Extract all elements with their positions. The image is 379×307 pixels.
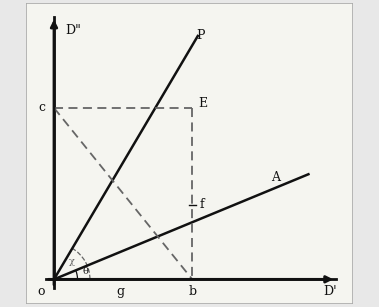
Text: D': D' (324, 285, 337, 298)
Text: A: A (271, 170, 280, 184)
Text: g: g (116, 285, 124, 298)
Text: D": D" (66, 24, 81, 37)
Text: b: b (188, 285, 196, 298)
Text: c: c (38, 101, 45, 115)
Text: P: P (196, 29, 205, 42)
Text: o: o (38, 285, 45, 298)
Text: χ: χ (69, 257, 75, 266)
Text: f: f (200, 198, 204, 211)
Text: θ: θ (83, 267, 89, 276)
Text: E: E (199, 97, 208, 110)
